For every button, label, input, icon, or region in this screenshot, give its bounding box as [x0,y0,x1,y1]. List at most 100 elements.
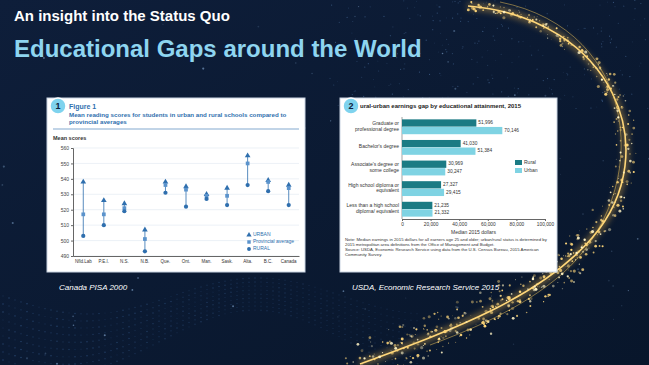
dot [38,353,39,354]
dot [194,297,195,298]
sparkle [597,234,598,235]
dot [392,93,393,94]
sparkle [622,205,624,207]
dot [206,293,207,294]
dot [302,310,303,311]
dot [404,339,405,340]
dot [80,320,81,321]
dot [194,301,195,302]
dot [404,63,405,64]
dot [98,320,99,321]
dot [104,352,105,353]
dot [230,292,231,293]
dot [448,44,449,45]
tick-mark [488,219,489,221]
dot [140,322,141,323]
dot [212,283,213,284]
dot [224,297,225,298]
dot [611,38,612,39]
sparkle [596,76,597,77]
legend-swatch [515,168,522,173]
dot [218,306,219,307]
dot [458,2,459,3]
dot [584,68,585,69]
sparkle [631,182,632,183]
dot [326,310,327,311]
dot [248,302,249,303]
dot [68,363,69,364]
sparkle [483,324,484,325]
sparkle [539,286,540,287]
sparkle [492,300,494,302]
sparkle [566,266,567,267]
sparkle [470,314,472,316]
sparkle [535,18,537,20]
sparkle [581,246,583,248]
sparkle [448,329,451,332]
dot [416,313,417,314]
dot [350,309,351,310]
sparkle [623,197,625,199]
sparkle [401,351,404,354]
sparkle [486,323,487,324]
dot [188,294,189,295]
dot [50,355,51,356]
sparkle [460,322,461,323]
sparkle [496,307,497,308]
tick: N.S. [120,256,129,264]
dot [610,42,611,43]
sparkle [597,85,600,88]
sparkle [625,133,628,136]
sparkle [406,333,408,335]
dot [392,336,393,337]
tick-label: 100,000 [537,222,555,227]
dot [351,32,352,33]
sparkle [478,5,481,8]
sparkle [401,337,404,340]
dot [44,316,45,317]
dot [429,74,430,75]
dot [398,311,399,312]
sparkle [562,288,563,289]
grid-line [73,163,299,164]
dot [242,302,243,303]
tick-label: B.C. [264,259,273,264]
sparkle [609,73,612,76]
grid-line [73,256,299,257]
dot [104,319,105,320]
point [204,197,208,201]
dot [352,94,353,95]
sparkle [617,108,618,109]
dot [176,332,177,333]
dot [158,315,159,316]
dot [302,306,303,307]
sparkle [428,355,429,356]
dot [350,298,351,299]
sparkle [619,196,622,199]
sparkle [570,44,572,46]
sparkle [570,243,572,245]
dot [350,304,351,305]
legend: URBANProvincial averageRURAL [246,231,294,251]
sparkle [484,325,487,328]
text-line: professional degree [355,126,399,132]
dot [314,291,315,292]
dot [86,362,87,363]
dot [494,0,495,1]
dot [374,336,375,337]
sparkle [488,3,491,6]
dot [146,336,147,337]
sparkle [608,78,610,80]
tick: Ont. [182,256,191,264]
caption: Canada PISA 2000 [59,283,128,292]
dot [338,320,339,321]
dot [296,295,297,296]
sparkle [511,307,514,310]
dot [80,313,81,314]
dot [170,325,171,326]
dot [410,313,411,314]
sparkle [629,153,631,155]
sparkle [569,235,570,236]
sparkle [503,11,506,14]
sparkle [608,204,610,206]
